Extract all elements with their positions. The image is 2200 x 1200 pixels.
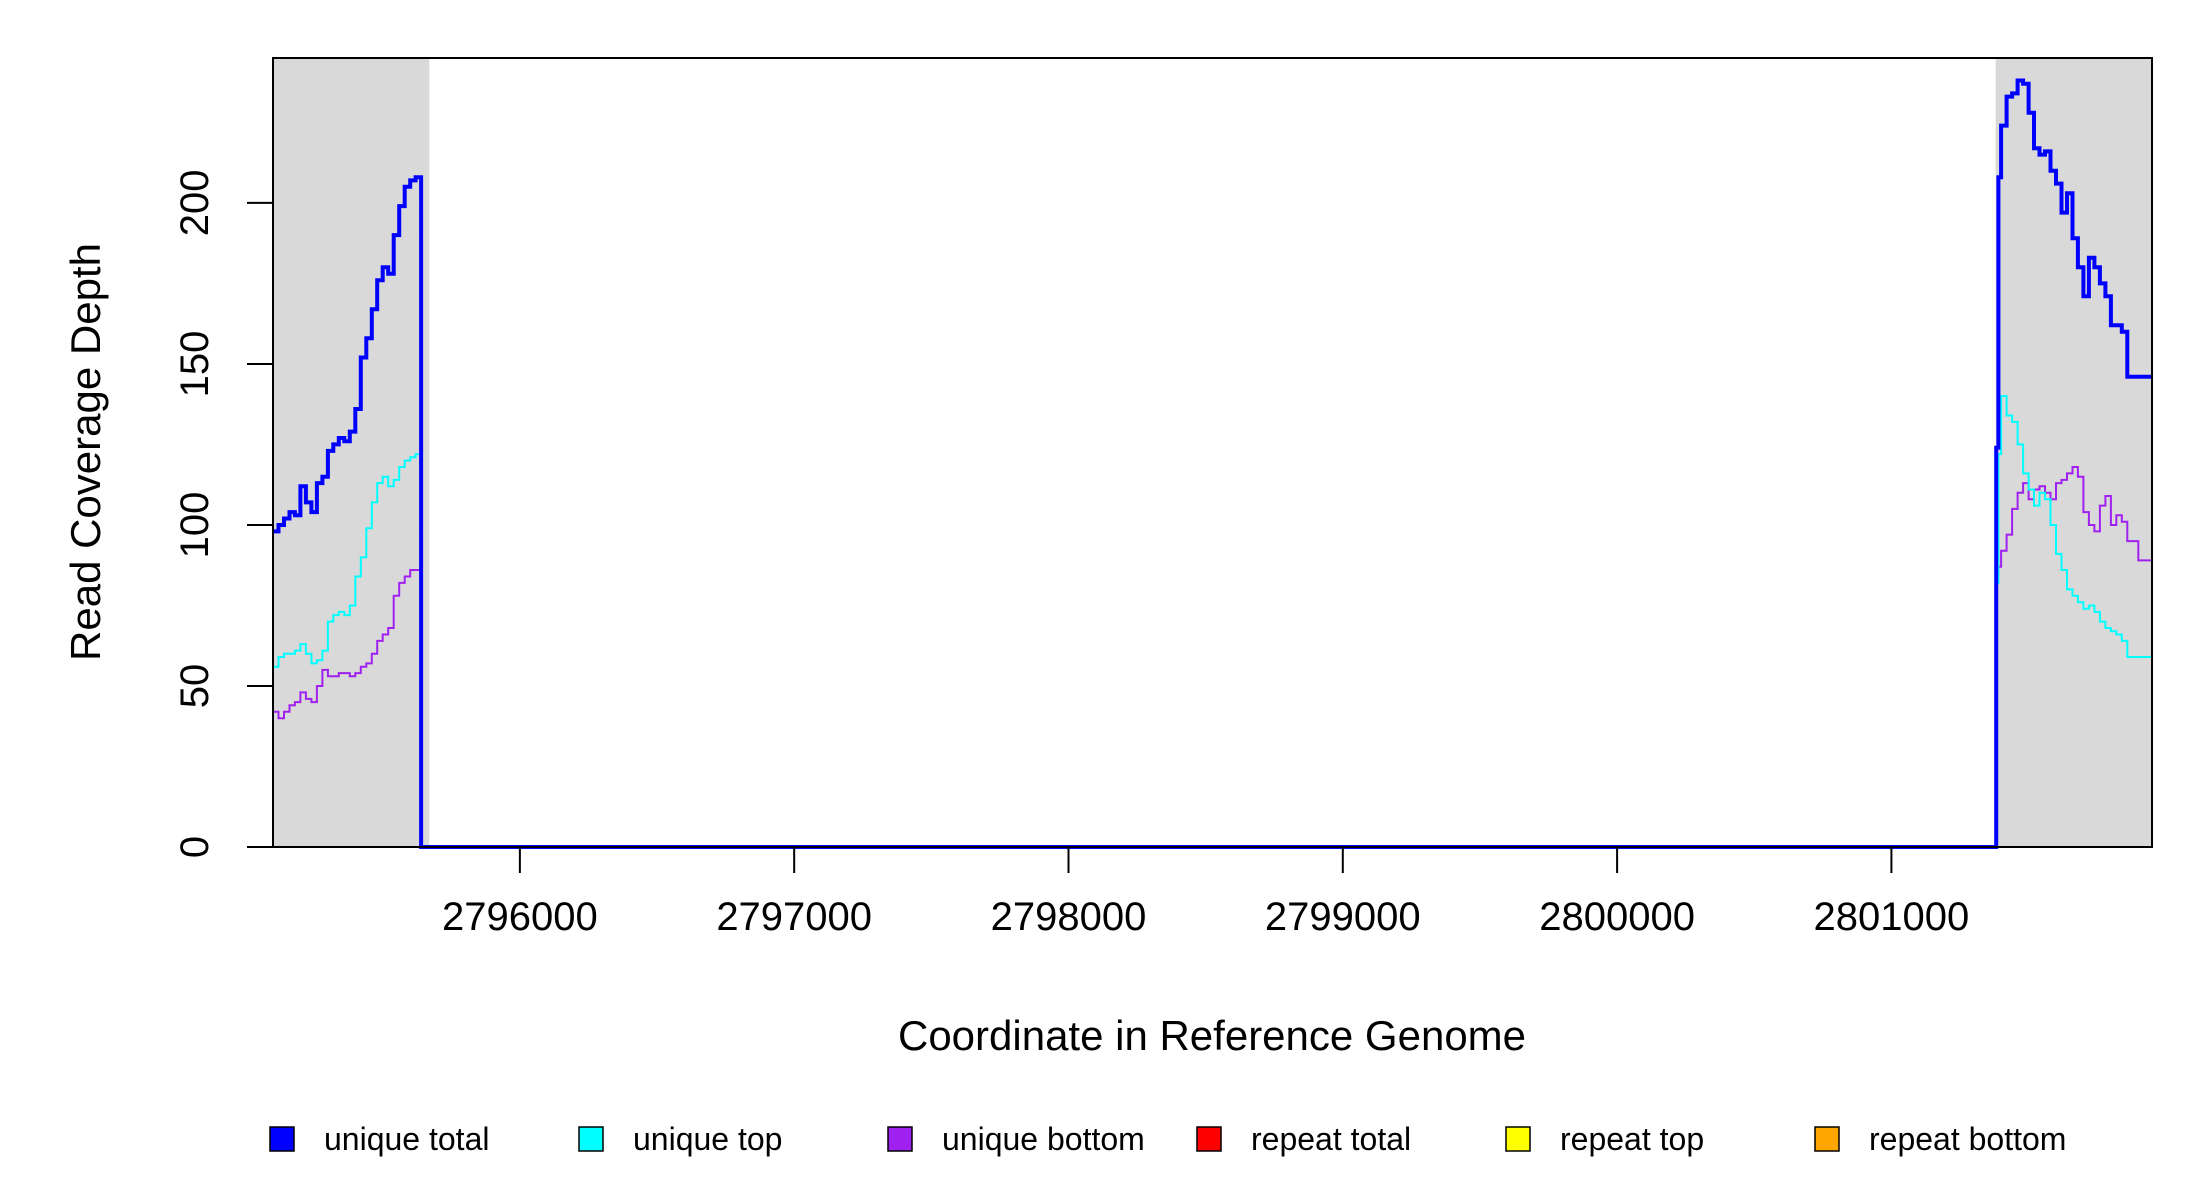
shaded-regions	[273, 58, 2152, 847]
legend-swatch-repeat-top	[1505, 1126, 1531, 1152]
legend-swatch-unique-top	[578, 1126, 604, 1152]
y-tick-label: 100	[173, 492, 217, 559]
series-lines	[273, 78, 2152, 849]
legend-swatch-repeat-total	[1196, 1126, 1222, 1152]
shaded-region-1	[1995, 58, 2152, 847]
y-tick-label: 150	[173, 331, 217, 398]
x-tick-label: 2797000	[716, 895, 872, 939]
legend-label-unique-bottom: unique bottom	[942, 1121, 1145, 1157]
y-tick-label: 50	[173, 664, 217, 709]
series-line-unique-total	[273, 78, 2152, 849]
plot-frame	[272, 57, 2153, 848]
y-tick-label: 200	[173, 170, 217, 237]
x-axis-title: Coordinate in Reference Genome	[898, 1012, 1526, 1059]
legend-swatch-repeat-bottom	[1814, 1126, 1840, 1152]
x-tick-label: 2799000	[1265, 895, 1421, 939]
x-axis: 2796000 2797000 2798000 2799000 2800000 28010…	[442, 847, 1969, 939]
x-tick-label: 2800000	[1539, 895, 1695, 939]
legend-label-unique-total: unique total	[324, 1121, 489, 1157]
legend-label-repeat-bottom: repeat bottom	[1869, 1121, 2066, 1157]
legend-swatch-unique-total	[269, 1126, 295, 1152]
legend-label-unique-top: unique top	[633, 1121, 782, 1157]
series-line-unique-bottom	[273, 466, 2152, 848]
y-tick-label: 0	[173, 836, 217, 858]
x-tick-label: 2801000	[1814, 895, 1970, 939]
y-axis-title: Read Coverage Depth	[62, 243, 109, 661]
legend-label-repeat-top: repeat top	[1560, 1121, 1704, 1157]
series-line-unique-top	[273, 395, 2152, 848]
shaded-region-0	[273, 58, 430, 847]
y-axis: 0 50 100 150 200	[173, 170, 274, 858]
legend-label-repeat-total: repeat total	[1251, 1121, 1411, 1157]
legend-swatch-unique-bottom	[887, 1126, 913, 1152]
x-tick-label: 2798000	[991, 895, 1147, 939]
legend: unique total unique top unique bottom repea…	[269, 1121, 2066, 1157]
x-tick-label: 2796000	[442, 895, 598, 939]
